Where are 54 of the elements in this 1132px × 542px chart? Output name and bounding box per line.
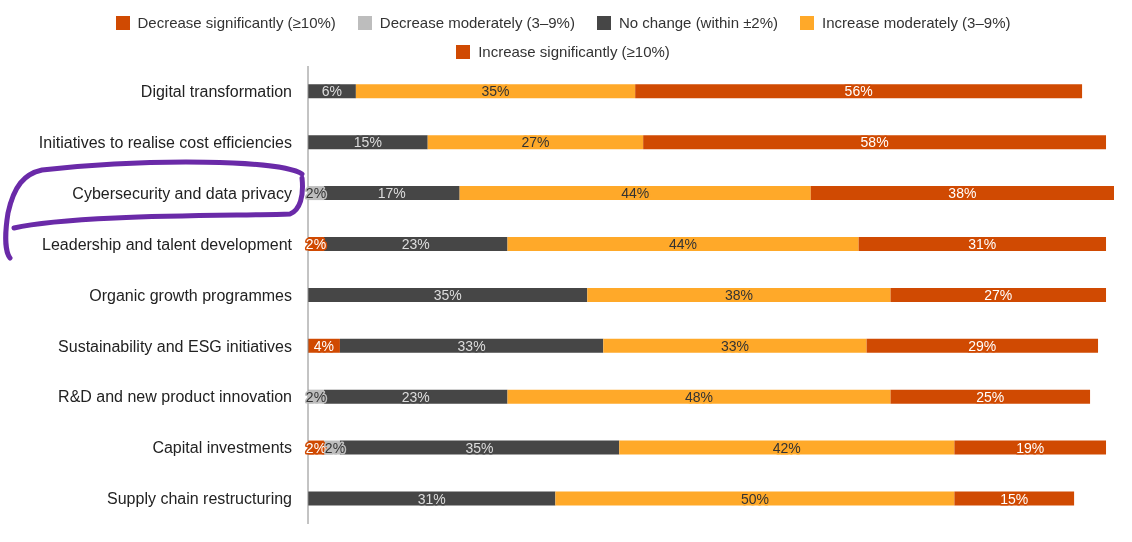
data-label: 38% [724, 287, 753, 303]
y-tick-label: R&D and new product innovation [58, 388, 292, 406]
data-label: 25% [976, 388, 1005, 405]
data-label: 17% [377, 185, 406, 202]
bar [308, 287, 588, 302]
y-tick-label: Supply chain restructuring [107, 490, 292, 508]
y-tick-label: Sustainability and ESG initiatives [58, 337, 292, 355]
bar [459, 186, 811, 201]
legend-label: Decrease significantly (≥10%) [137, 14, 336, 31]
data-label: 35% [465, 439, 494, 456]
bar [643, 135, 1107, 150]
bar [507, 389, 891, 404]
legend-label: Decrease moderately (3–9%) [379, 14, 575, 31]
y-tick-label: Initiatives to realise cost efficiencies [38, 134, 292, 152]
data-label: 23% [401, 388, 430, 405]
data-label: 56% [844, 83, 873, 100]
data-label: 23% [401, 236, 430, 253]
data-label: 29% [968, 337, 997, 354]
bar [619, 440, 955, 455]
legend-label: No change (within ±2%) [618, 14, 779, 31]
legend-label: Increase significantly (≥10%) [478, 43, 670, 60]
data-label: 35% [433, 287, 462, 303]
y-tick-label: Digital transformation [140, 83, 292, 101]
data-label: 15% [353, 134, 382, 151]
y-tick-label: Leadership and talent development [42, 235, 293, 253]
data-label: 33% [720, 337, 749, 354]
bar [507, 236, 859, 251]
bar [603, 338, 867, 353]
y-tick-label: Cybersecurity and data privacy [72, 184, 292, 202]
data-label: 27% [984, 287, 1013, 303]
data-label: 48% [685, 388, 714, 405]
data-label: 31% [417, 490, 446, 507]
data-label: 58% [860, 134, 889, 151]
data-label: 19% [1016, 439, 1045, 456]
data-label: 42% [772, 439, 801, 456]
data-label: 4% [313, 337, 335, 354]
bar [587, 287, 891, 302]
data-label: 44% [669, 236, 698, 253]
data-label: 44% [621, 185, 650, 202]
data-label: 38% [948, 185, 977, 202]
data-label: 15% [1000, 490, 1029, 507]
y-tick-label: Capital investments [152, 439, 292, 457]
data-label: 35% [481, 83, 510, 100]
data-label: 31% [968, 236, 997, 253]
legend-label: Increase moderately (3–9%) [822, 14, 1011, 31]
data-label: 6% [321, 83, 343, 100]
bar [555, 491, 955, 506]
bar [810, 186, 1114, 201]
bar [635, 84, 1083, 99]
bar [355, 84, 636, 99]
data-label: 33% [457, 337, 486, 354]
data-label: 27% [521, 134, 550, 151]
y-tick-label: Organic growth programmes [89, 286, 292, 304]
data-label: 50% [740, 490, 769, 507]
